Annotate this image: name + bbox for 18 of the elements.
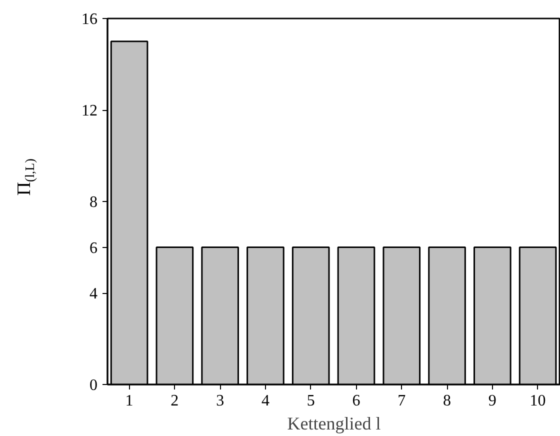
y-tick-label: 12 xyxy=(82,102,98,120)
x-tick-label: 8 xyxy=(443,392,452,410)
x-tick-label: 1 xyxy=(125,392,134,410)
x-tick-label: 10 xyxy=(530,392,546,410)
x-tick-label: 2 xyxy=(170,392,179,410)
x-tick-label: 5 xyxy=(306,392,315,410)
y-axis-title: Π(l,L) xyxy=(14,158,37,196)
x-tick-label: 3 xyxy=(216,392,224,410)
y-tick-label: 8 xyxy=(90,194,98,211)
y-tick-label: 6 xyxy=(90,240,98,257)
x-axis-title: Kettenglied l xyxy=(287,414,381,434)
x-tick-label: 7 xyxy=(398,392,406,410)
y-tick-label: 4 xyxy=(90,286,98,302)
y-tick-label: 16 xyxy=(82,11,98,28)
y-tick-label: 0 xyxy=(90,377,98,394)
x-tick-label: 4 xyxy=(261,392,270,410)
x-tick-label: 6 xyxy=(352,392,360,410)
x-tick-label: 9 xyxy=(488,392,496,410)
